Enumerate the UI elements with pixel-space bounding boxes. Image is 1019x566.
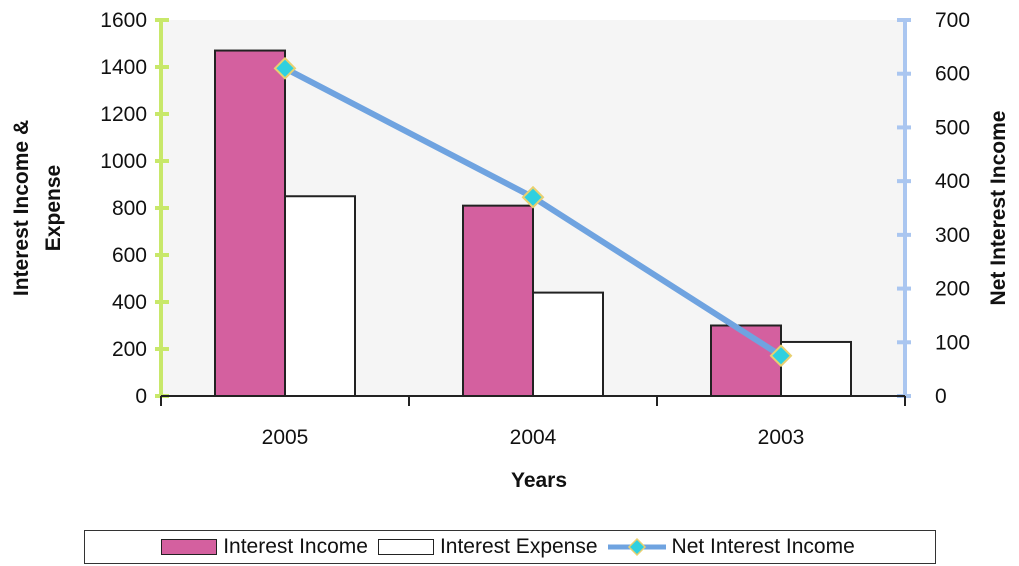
right-tick-label: 700 [935, 9, 970, 32]
right-tick-label: 200 [935, 278, 970, 301]
left-tick-label: 600 [112, 244, 147, 267]
net-interest-income-swatch [607, 537, 666, 557]
left-tick-label: 200 [112, 338, 147, 361]
legend-item-net-interest-income: Net Interest Income [607, 535, 855, 559]
right-tick-label: 500 [935, 116, 970, 139]
bar-interest-expense [532, 291, 604, 398]
y-axis-title-line1: Interest Income & [10, 120, 33, 296]
left-axis-ticks: 0 200 400 600 800 1000 1200 1400 1600 [100, 9, 169, 408]
left-tick-label: 1400 [100, 56, 147, 79]
right-tick-label: 100 [935, 331, 970, 354]
x-tick-label: 2004 [510, 426, 557, 449]
legend-item-interest-income: Interest Income [161, 535, 368, 559]
legend-label-interest-income: Interest Income [223, 535, 368, 558]
left-tick-label: 800 [112, 197, 147, 220]
legend-item-interest-expense: Interest Expense [377, 535, 598, 559]
y-axis-title-line2: Expense [42, 165, 65, 251]
right-tick-label: 300 [935, 224, 970, 247]
left-tick-label: 0 [135, 385, 147, 408]
interest-expense-swatch [377, 539, 434, 555]
bar-interest-income [214, 49, 286, 398]
net-interest-income-point [769, 344, 793, 368]
left-tick-label: 400 [112, 291, 147, 314]
bar-interest-income [462, 204, 534, 397]
y2-axis-title: Net Interest Income [987, 111, 1010, 306]
chart: 0 200 400 600 800 1000 1200 1400 1600 0 100 200 300… [10, 9, 1010, 492]
left-tick-label: 1000 [100, 150, 147, 173]
bar-interest-expense [284, 195, 356, 397]
right-tick-label: 400 [935, 170, 970, 193]
legend: Interest Income Interest Expense Net Int… [84, 530, 936, 564]
left-tick-label: 1200 [100, 103, 147, 126]
legend-label-net-interest-income: Net Interest Income [671, 535, 855, 558]
x-tick-label: 2003 [758, 426, 805, 449]
x-axis-title: Years [511, 469, 567, 492]
bar-interest-expense [780, 340, 852, 398]
left-tick-label: 1600 [100, 9, 147, 32]
net-interest-income-point [521, 185, 545, 209]
legend-label-interest-expense: Interest Expense [439, 535, 598, 558]
net-interest-income-point [273, 56, 297, 80]
right-tick-label: 600 [935, 63, 970, 86]
x-tick-label: 2005 [262, 426, 309, 449]
interest-income-swatch [161, 539, 218, 555]
right-axis-ticks: 0 100 200 300 400 500 600 700 [897, 9, 970, 408]
right-tick-label: 0 [935, 385, 947, 408]
x-axis-ticks: 2005 2004 2003 [160, 396, 906, 449]
bars [214, 49, 852, 398]
net-interest-line [273, 56, 793, 368]
